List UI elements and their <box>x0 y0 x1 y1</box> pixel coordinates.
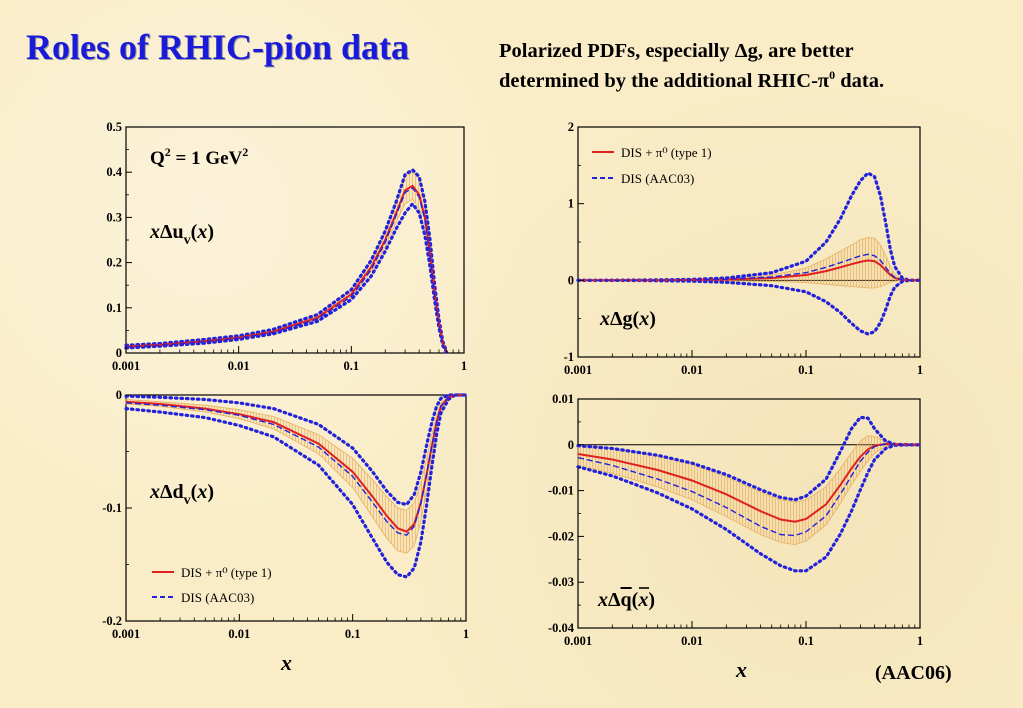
xtick-label-xdqbar: 0.01 <box>681 634 703 648</box>
envelope-outer-lower-xddv <box>124 393 468 579</box>
panel-labels: xΔuv(x) xΔg(x) xΔdv(x) xΔq(x) Q2 = 1 GeV… <box>149 145 656 611</box>
label-xduv: xΔuv(x) <box>149 221 214 248</box>
chart-xdg: -1 0 1 2 0.001 0.01 0.1 1 <box>564 120 924 377</box>
envelope-outer-lower-xduv <box>124 201 449 354</box>
series-dis-aac03-xddv <box>125 394 466 536</box>
series-dis-aac03-xduv <box>125 187 448 353</box>
xtick-label-xduv: 0.001 <box>112 359 140 373</box>
subtitle: Polarized PDFs, especially Δg, are bette… <box>499 36 1009 96</box>
chart-xdqbar: -0.04 -0.03 -0.02 -0.01 0 0.01 0.001 0.01 0.1 1 <box>548 392 923 648</box>
legend-top-right: DIS + π⁰ (type 1) DIS (AAC03) <box>592 145 712 186</box>
label-xdqbar: xΔq(x) <box>597 589 655 611</box>
legend-label-dis-aac03: DIS (AAC03) <box>621 171 694 186</box>
ytick-label-xdqbar: -0.01 <box>548 484 574 498</box>
xtick-label-xdg: 1 <box>917 363 923 377</box>
xtick-label-xdqbar: 0.001 <box>564 634 592 648</box>
xtick-label-xdg: 0.001 <box>564 363 592 377</box>
uncertainty-band-xdg <box>578 236 920 289</box>
envelope-outer-upper-xdqbar <box>576 415 922 502</box>
ytick-label-xddv: 0 <box>116 388 122 402</box>
legend2-label-dis-pi0: DIS + π⁰ (type 1) <box>181 565 272 580</box>
ytick-label-xduv: 0.2 <box>106 256 122 270</box>
subtitle-line1-prefix: Polarized PDFs, especially <box>499 40 735 62</box>
q2-annotation: Q2 = 1 GeV2 <box>150 145 248 169</box>
ytick-label-xdqbar: -0.03 <box>548 575 574 589</box>
ytick-label-xddv: -0.1 <box>102 501 122 515</box>
legend-bottom-left: DIS + π⁰ (type 1) DIS (AAC03) <box>152 565 272 605</box>
ytick-label-xdg: 1 <box>568 197 574 211</box>
xtick-label-xdqbar: 1 <box>917 634 923 648</box>
ytick-label-xduv: 0.5 <box>106 120 122 134</box>
xtick-label-xduv: 0.01 <box>228 359 250 373</box>
x-axis-titles: x x <box>280 650 747 682</box>
ytick-label-xduv: 0.4 <box>106 165 122 179</box>
xtick-label-xduv: 0.1 <box>344 359 360 373</box>
slide-title: Roles of RHIC-pion data <box>26 27 410 67</box>
xlabel-right: x <box>735 657 747 682</box>
xtick-label-xdqbar: 0.1 <box>798 634 814 648</box>
ytick-label-xdqbar: -0.04 <box>548 621 575 635</box>
envelope-outer-lower-xdg <box>576 278 922 336</box>
label-xdg: xΔg(x) <box>599 308 656 330</box>
xtick-label-xddv: 0.01 <box>228 627 250 641</box>
envelope-outer-upper-xduv <box>124 167 449 353</box>
uncertainty-band-xddv <box>125 394 466 554</box>
legend2-label-dis-aac03: DIS (AAC03) <box>181 590 254 605</box>
xtick-label-xdg: 0.1 <box>798 363 814 377</box>
ytick-label-xdqbar: 0 <box>568 438 574 452</box>
chart-xduv: 0 0.1 0.2 0.3 0.4 0.5 0.001 0.01 0.1 1 <box>106 120 467 373</box>
subtitle-line1-suffix: g, are better <box>747 40 854 62</box>
footer-label: (AAC06) <box>875 662 952 684</box>
ytick-label-xdg: 0 <box>568 273 574 287</box>
xlabel-left: x <box>280 650 292 675</box>
ytick-label-xdg: 2 <box>568 120 574 134</box>
ytick-label-xduv: 0 <box>116 346 122 360</box>
subtitle-line2-prefix: determined by the additional RHIC- <box>499 70 818 92</box>
ytick-label-xduv: 0.1 <box>106 301 122 315</box>
series-dis-pi0-xddv <box>125 394 466 533</box>
subtitle-line2-suffix: data. <box>835 70 885 92</box>
xtick-label-xddv: 0.001 <box>112 627 140 641</box>
subtitle-delta-symbol: Δ <box>734 40 748 62</box>
xtick-label-xduv: 1 <box>461 359 467 373</box>
xtick-label-xdg: 0.01 <box>681 363 703 377</box>
ytick-label-xdg: -1 <box>564 350 574 364</box>
label-xddv: xΔdv(x) <box>149 481 214 508</box>
subtitle-pi-superscript: 0 <box>829 68 836 83</box>
envelope-outer-lower-xdqbar <box>576 443 922 573</box>
chart-xddv: -0.2 -0.1 0 0.001 0.01 0.1 1 <box>102 388 469 641</box>
xtick-label-xddv: 0.1 <box>345 627 361 641</box>
ytick-label-xdqbar: -0.02 <box>548 529 574 543</box>
ytick-label-xddv: -0.2 <box>102 614 122 628</box>
subtitle-pi-symbol: π <box>817 70 830 92</box>
xtick-label-xddv: 1 <box>463 627 469 641</box>
envelope-outer-upper-xddv <box>124 393 468 507</box>
legend-label-dis-pi0: DIS + π⁰ (type 1) <box>621 145 712 160</box>
series-dis-aac03-xdg <box>578 253 920 281</box>
ytick-label-xduv: 0.3 <box>106 210 122 224</box>
series-dis-aac03-xdqbar <box>577 443 920 537</box>
ytick-label-xdqbar: 0.01 <box>552 392 574 406</box>
